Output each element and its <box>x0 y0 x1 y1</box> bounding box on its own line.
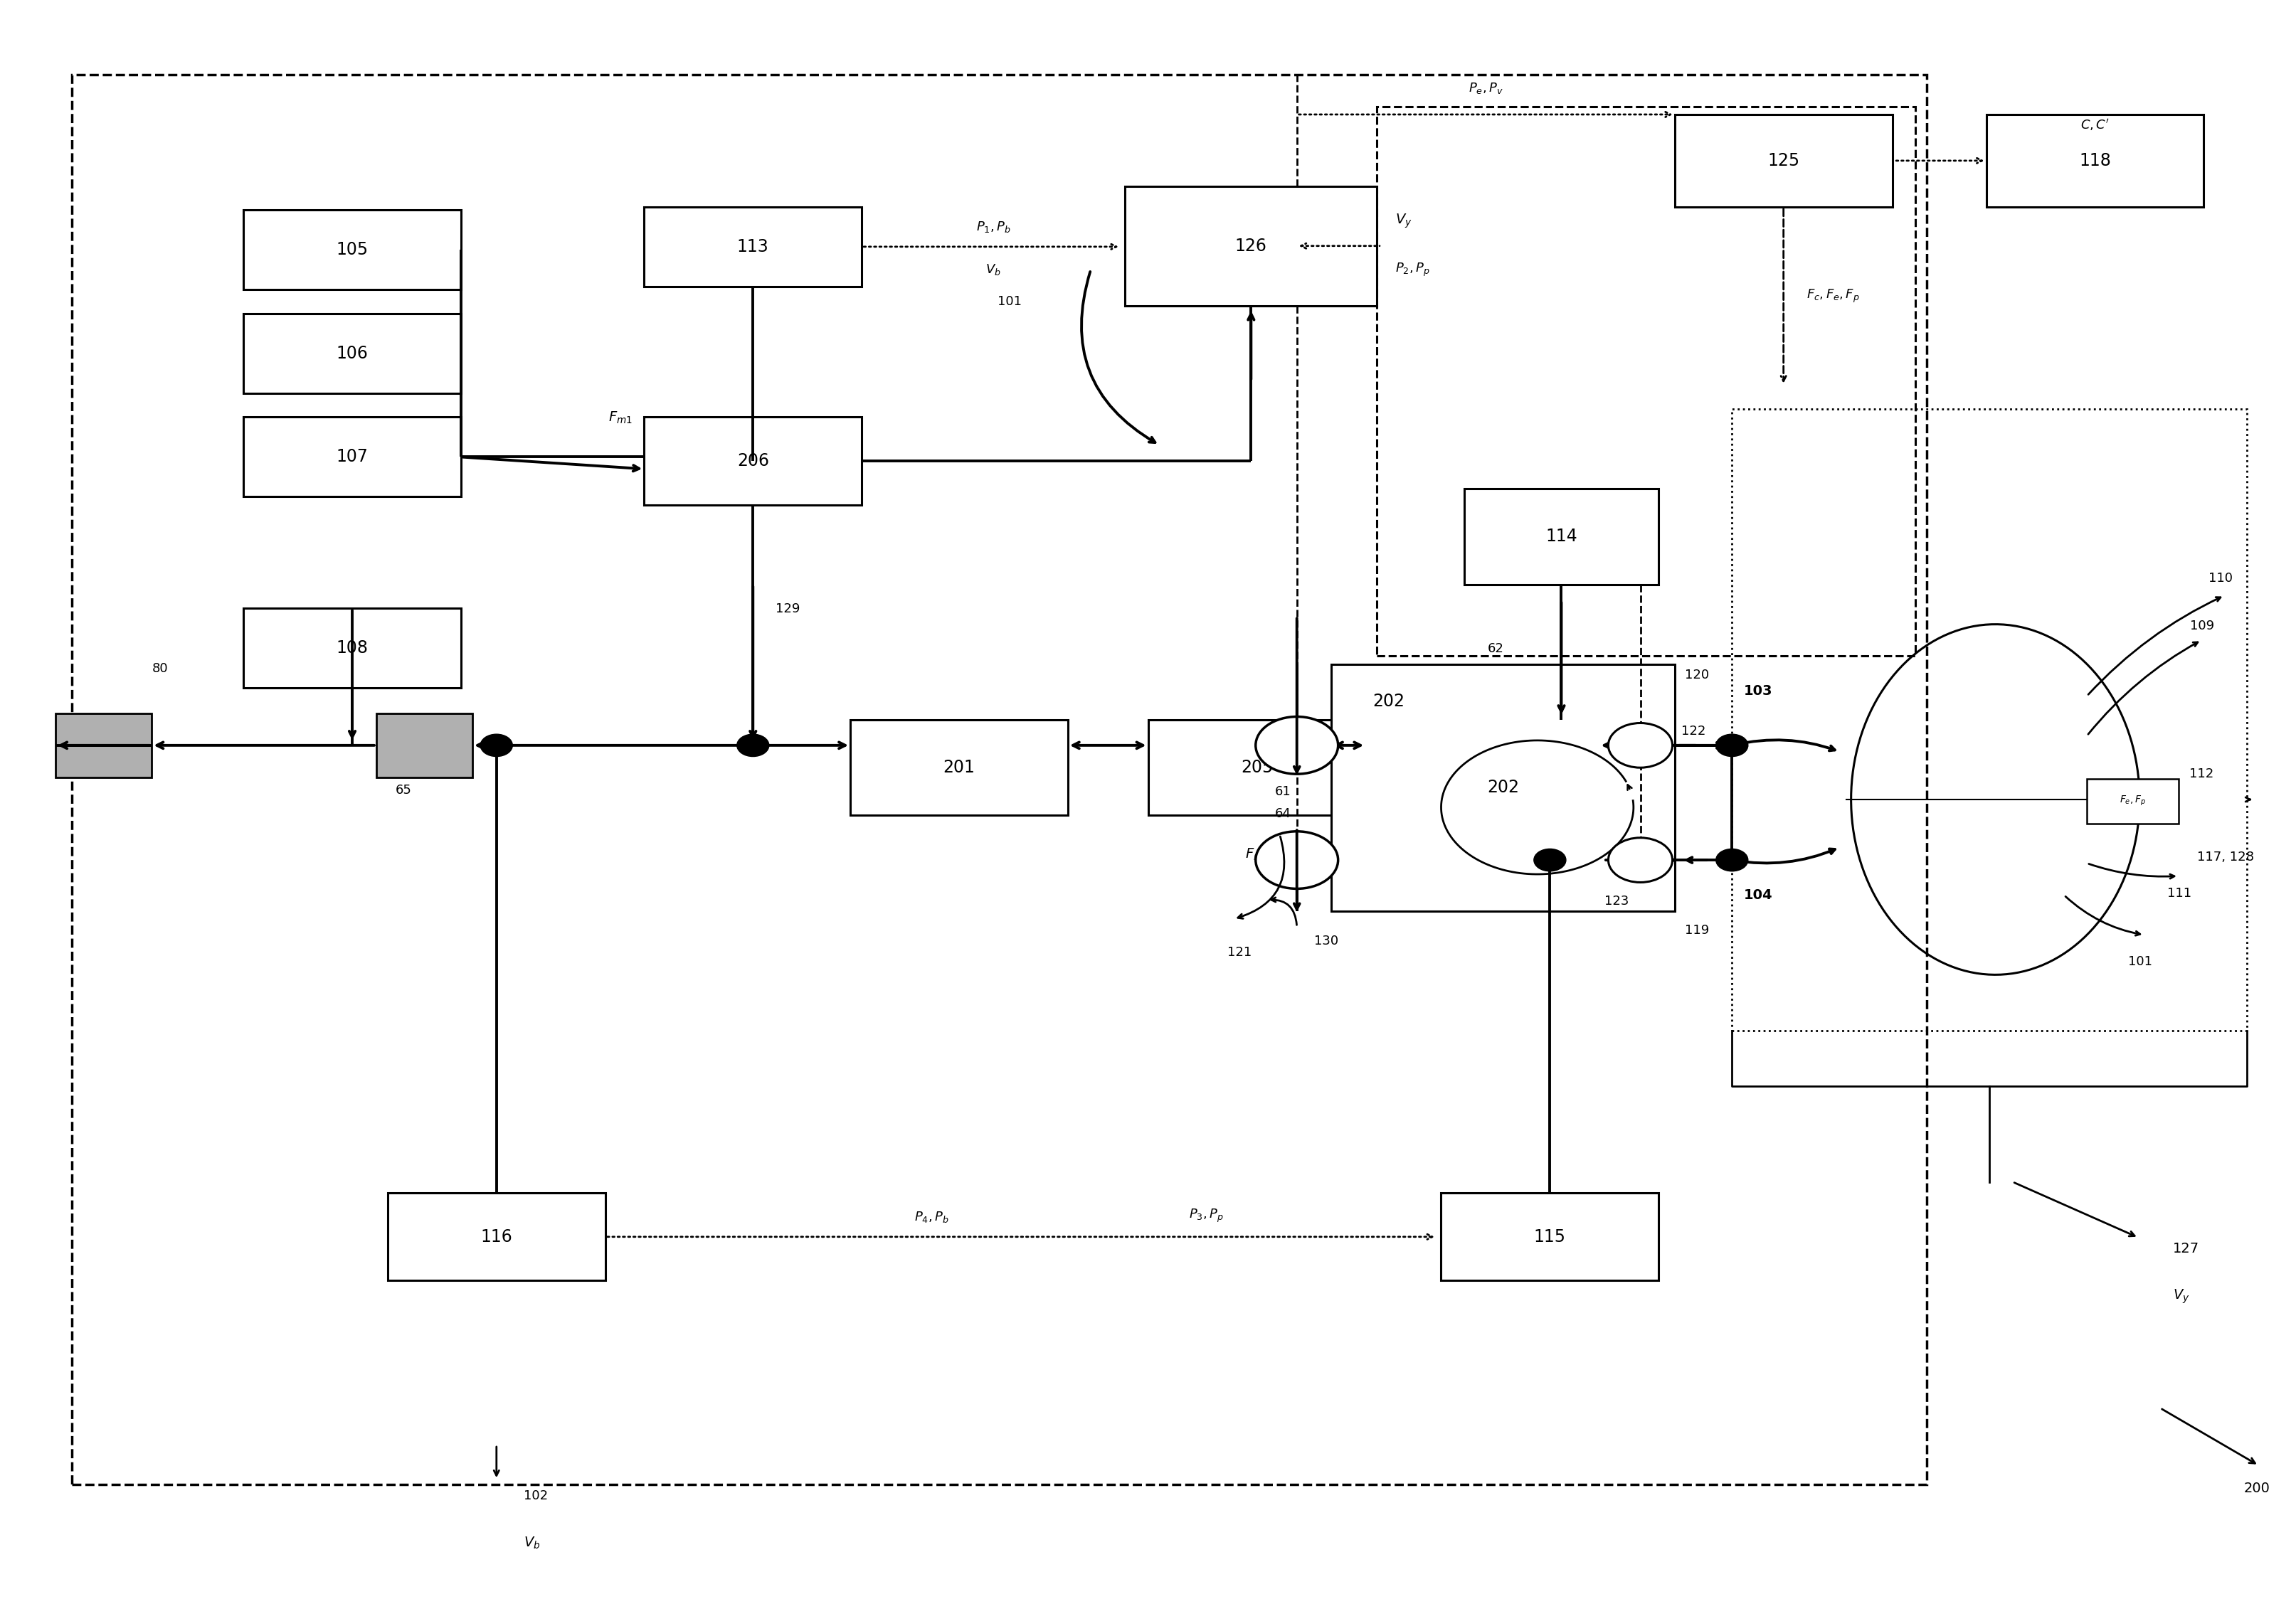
Text: $F_c, F_e, F_p$: $F_c, F_e, F_p$ <box>1807 288 1860 304</box>
Text: 62: 62 <box>1488 643 1504 656</box>
Text: 125: 125 <box>1768 152 1800 169</box>
Bar <box>1125 185 1378 305</box>
Text: $P_4, P_b$: $P_4, P_b$ <box>914 1210 948 1225</box>
Text: 200: 200 <box>2243 1481 2271 1495</box>
Circle shape <box>737 734 769 756</box>
Bar <box>2087 779 2179 823</box>
Bar <box>243 608 461 688</box>
Text: 105: 105 <box>335 241 367 259</box>
Text: 115: 115 <box>1534 1228 1566 1246</box>
Text: 130: 130 <box>1313 935 1339 948</box>
Bar <box>850 720 1068 815</box>
Text: 101: 101 <box>999 296 1022 309</box>
Text: $C, C'$: $C, C'$ <box>2080 117 2110 133</box>
Circle shape <box>1256 831 1339 889</box>
Text: $P_e, P_v$: $P_e, P_v$ <box>1469 82 1504 96</box>
Text: 117, 128: 117, 128 <box>2197 851 2255 863</box>
Circle shape <box>1607 838 1671 883</box>
Bar <box>1332 664 1674 911</box>
Text: 104: 104 <box>1743 889 1773 902</box>
Bar <box>645 417 861 505</box>
Bar <box>1148 720 1366 815</box>
Text: 118: 118 <box>2078 152 2110 169</box>
Circle shape <box>1715 849 1747 871</box>
Bar <box>1986 115 2204 206</box>
Text: $P_3, P_p$: $P_3, P_p$ <box>1189 1207 1224 1225</box>
Text: 116: 116 <box>480 1228 512 1246</box>
Circle shape <box>1534 849 1566 871</box>
Text: 126: 126 <box>1235 237 1267 254</box>
Bar <box>1378 107 1915 656</box>
Text: 121: 121 <box>1228 947 1251 959</box>
Text: 201: 201 <box>944 760 976 776</box>
Text: 101: 101 <box>2128 956 2151 969</box>
Text: 202: 202 <box>1488 779 1520 796</box>
Text: $V_y$: $V_y$ <box>1396 213 1412 230</box>
Text: 122: 122 <box>1681 724 1706 737</box>
Bar <box>71 75 1926 1484</box>
Text: 127: 127 <box>2172 1242 2200 1255</box>
Text: 65: 65 <box>395 784 411 796</box>
Text: $V_b$: $V_b$ <box>523 1535 540 1551</box>
Text: 109: 109 <box>2190 619 2213 632</box>
Circle shape <box>1715 734 1747 756</box>
Text: 61: 61 <box>1274 785 1290 798</box>
Bar <box>243 313 461 393</box>
Bar <box>645 206 861 286</box>
Text: 103: 103 <box>1743 684 1773 697</box>
Text: 119: 119 <box>1685 924 1708 937</box>
Text: 106: 106 <box>335 345 367 361</box>
Text: 129: 129 <box>776 603 801 616</box>
Text: $F_e, F_p$: $F_e, F_p$ <box>2119 795 2147 807</box>
Bar <box>243 209 461 289</box>
Text: 112: 112 <box>2190 768 2213 780</box>
Text: 114: 114 <box>1545 528 1577 545</box>
Bar <box>1442 1193 1658 1281</box>
Text: $P_1, P_b$: $P_1, P_b$ <box>976 219 1010 233</box>
Text: 205: 205 <box>1240 760 1272 776</box>
Text: 64: 64 <box>1274 807 1290 820</box>
Text: 107: 107 <box>335 448 367 465</box>
Text: $F_{m2}$: $F_{m2}$ <box>1244 847 1270 862</box>
Text: 108: 108 <box>335 640 367 657</box>
Text: 80: 80 <box>152 662 168 675</box>
Text: 110: 110 <box>2209 571 2232 585</box>
Bar <box>243 417 461 497</box>
Bar <box>1465 489 1658 585</box>
Text: $V_y$: $V_y$ <box>2172 1287 2190 1305</box>
Text: $F_{m1}$: $F_{m1}$ <box>608 409 634 425</box>
Text: 120: 120 <box>1685 668 1708 681</box>
Circle shape <box>1607 723 1671 768</box>
Text: 206: 206 <box>737 453 769 470</box>
Bar <box>1731 409 2248 1030</box>
Bar <box>1674 115 1892 206</box>
Text: 102: 102 <box>523 1489 549 1501</box>
Text: 111: 111 <box>2167 887 2190 900</box>
Text: $V_b$: $V_b$ <box>985 262 1001 277</box>
Bar <box>377 713 473 777</box>
Circle shape <box>1256 716 1339 774</box>
Text: 202: 202 <box>1373 692 1405 710</box>
Bar <box>55 713 152 777</box>
Text: 123: 123 <box>1605 895 1628 908</box>
Circle shape <box>480 734 512 756</box>
Text: $P_2, P_p$: $P_2, P_p$ <box>1396 262 1430 278</box>
Text: 113: 113 <box>737 238 769 256</box>
Bar <box>388 1193 606 1281</box>
